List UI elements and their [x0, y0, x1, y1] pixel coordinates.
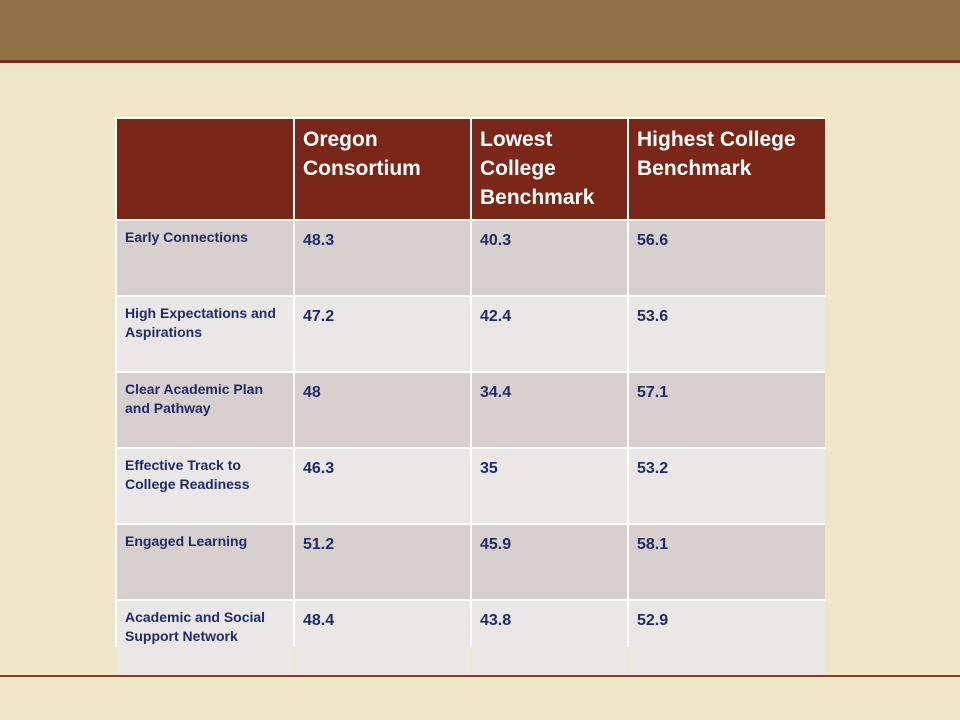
highest-value: 57.1: [629, 373, 825, 447]
header-lowest-college-benchmark: Lowest College Benchmark: [472, 119, 627, 219]
lowest-value: 43.8: [472, 601, 627, 675]
oregon-value: 51.2: [295, 525, 470, 599]
row-label: Clear Academic Plan and Pathway: [117, 373, 293, 447]
highest-value: 53.2: [629, 449, 825, 523]
highest-value: 53.6: [629, 297, 825, 371]
lowest-value: 34.4: [472, 373, 627, 447]
row-label: Academic and Social Support Network: [117, 601, 293, 675]
lowest-value: 35: [472, 449, 627, 523]
top-banner: [0, 0, 960, 63]
table-row: Effective Track to College Readiness 46.…: [117, 449, 825, 523]
header-corner: [117, 119, 293, 219]
oregon-value: 47.2: [295, 297, 470, 371]
row-label: Effective Track to College Readiness: [117, 449, 293, 523]
oregon-value: 48: [295, 373, 470, 447]
bottom-divider: [0, 675, 960, 677]
lowest-value: 42.4: [472, 297, 627, 371]
row-label: Engaged Learning: [117, 525, 293, 599]
row-label: Early Connections: [117, 221, 293, 295]
table-row: Early Connections 48.3 40.3 56.6: [117, 221, 825, 295]
lowest-value: 40.3: [472, 221, 627, 295]
oregon-value: 48.4: [295, 601, 470, 675]
table-row: Clear Academic Plan and Pathway 48 34.4 …: [117, 373, 825, 447]
table-row: Engaged Learning 51.2 45.9 58.1: [117, 525, 825, 599]
oregon-value: 48.3: [295, 221, 470, 295]
highest-value: 58.1: [629, 525, 825, 599]
table-row: Academic and Social Support Network 48.4…: [117, 601, 825, 675]
highest-value: 56.6: [629, 221, 825, 295]
oregon-value: 46.3: [295, 449, 470, 523]
benchmark-table-container: Oregon Consortium Lowest College Benchma…: [115, 117, 825, 675]
benchmark-table: Oregon Consortium Lowest College Benchma…: [115, 117, 827, 677]
table-header-row: Oregon Consortium Lowest College Benchma…: [117, 119, 825, 219]
header-oregon-consortium: Oregon Consortium: [295, 119, 470, 219]
header-highest-college-benchmark: Highest College Benchmark: [629, 119, 825, 219]
row-label: High Expectations and Aspirations: [117, 297, 293, 371]
lowest-value: 45.9: [472, 525, 627, 599]
table-row: High Expectations and Aspirations 47.2 4…: [117, 297, 825, 371]
highest-value: 52.9: [629, 601, 825, 675]
